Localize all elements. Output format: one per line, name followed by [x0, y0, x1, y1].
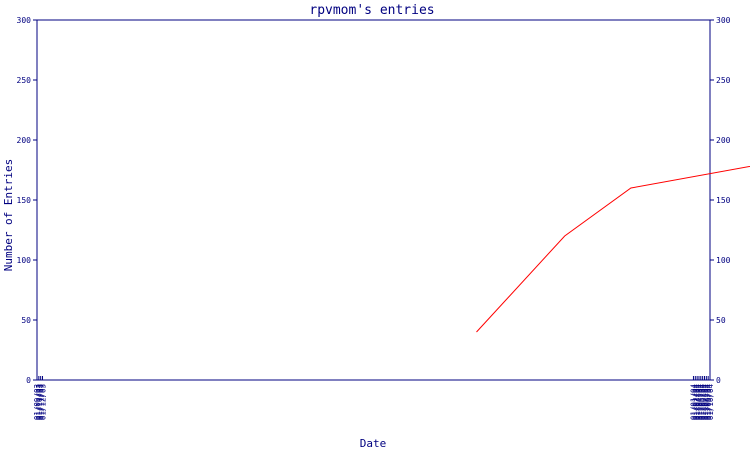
x-tick-label: 01/05/04 — [697, 384, 706, 421]
x-tick-label: 01/09/03 — [33, 384, 42, 420]
y-axis-label: Number of Entries — [2, 159, 15, 272]
x-tick-label: 01/12/03 — [39, 384, 48, 420]
chart-title: rpvmom's entries — [309, 3, 434, 18]
y-tick-label-left: 300 — [17, 16, 32, 25]
y-tick-label-right: 100 — [716, 256, 731, 265]
y-tick-label-left: 250 — [17, 76, 32, 85]
y-tick-label-right: 250 — [716, 76, 731, 85]
series-layer — [476, 165, 750, 333]
plot-frame — [36, 19, 711, 381]
y-tick-label-left: 150 — [17, 196, 32, 205]
y-tick-label-right: 300 — [716, 16, 731, 25]
x-tick-label: 01/01/04 — [689, 384, 698, 421]
y-tick-label-left: 200 — [17, 136, 32, 145]
x-axis-label: Date — [360, 437, 387, 450]
x-tick-label: 01/07/04 — [700, 384, 709, 421]
y-tick-label-right: 200 — [716, 136, 731, 145]
x-tick-label: 01/10/04 — [706, 384, 715, 421]
y-tick-label-right: 0 — [716, 376, 721, 385]
x-tick-label: 01/04/04 — [695, 384, 704, 421]
y-tick-label-left: 0 — [26, 376, 31, 385]
x-tick-label: 01/08/04 — [702, 384, 711, 421]
y-tick-label-left: 100 — [17, 256, 32, 265]
series-line — [476, 165, 750, 333]
x-tick-label: 01/02/04 — [691, 384, 700, 421]
x-tick-label: 01/09/04 — [704, 384, 713, 421]
x-tick-label: 01/06/04 — [699, 384, 708, 421]
y-tick-label-left: 50 — [21, 316, 31, 325]
y-tick-label-right: 50 — [716, 316, 726, 325]
x-tick-label: 01/10/03 — [35, 384, 44, 420]
x-tick-label: 01/11/03 — [37, 384, 46, 420]
y-axis-left: 0 50 100 150 200 250 300 — [17, 16, 37, 385]
y-tick-label-right: 150 — [716, 196, 731, 205]
x-tick-label: 01/03/04 — [693, 384, 702, 421]
y-axis-right: 0 50 100 150 200 250 300 — [710, 16, 731, 385]
